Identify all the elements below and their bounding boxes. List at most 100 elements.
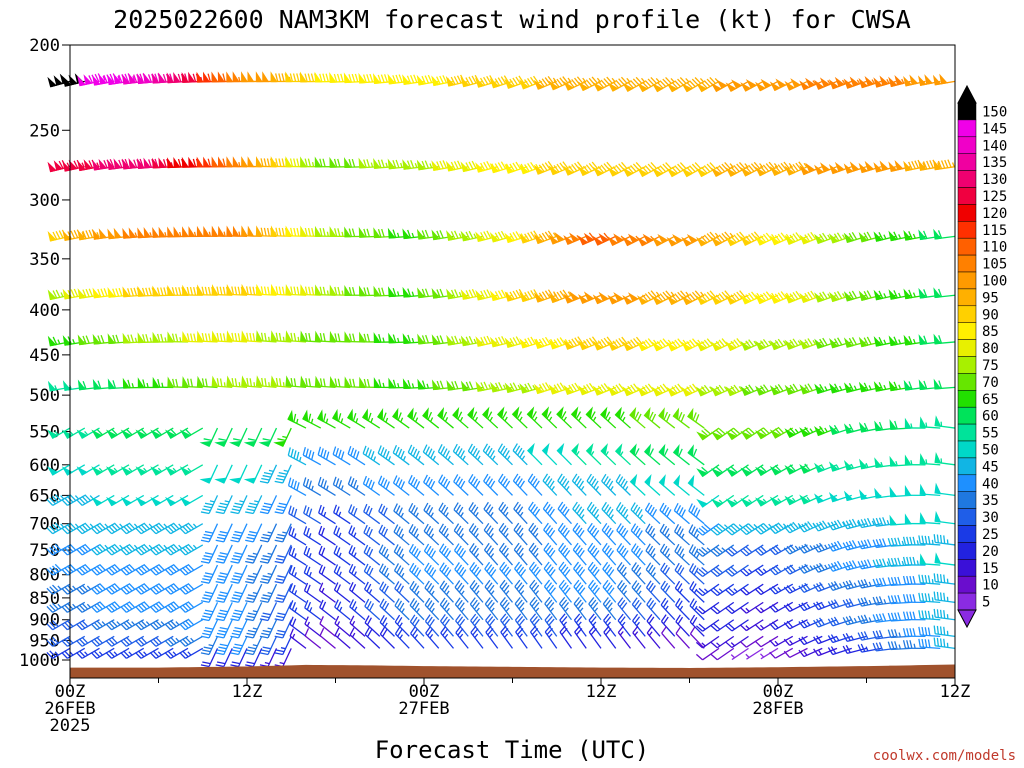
wind-barb xyxy=(919,453,941,466)
wind-barb xyxy=(631,562,646,585)
wind-barb xyxy=(230,648,248,668)
wind-barb xyxy=(394,626,410,649)
wind-barb xyxy=(348,563,366,585)
wind-barb xyxy=(230,495,248,515)
wind-barb xyxy=(348,581,366,603)
wind-barb xyxy=(888,335,911,347)
wind-barb xyxy=(563,336,587,350)
wind-barb xyxy=(121,73,147,85)
wind-barb xyxy=(437,444,454,466)
wind-barb xyxy=(475,381,498,392)
wind-barb xyxy=(872,577,897,588)
x-tick-label: 12Z xyxy=(940,682,971,702)
wind-barb xyxy=(769,426,794,439)
wind-barb xyxy=(659,543,676,566)
wind-barb xyxy=(873,289,897,301)
wind-barb xyxy=(614,406,631,429)
colorbar-label: 90 xyxy=(982,307,999,323)
wind-barb xyxy=(230,544,248,564)
wind-barb xyxy=(918,535,941,546)
wind-barb xyxy=(200,636,219,656)
colorbar-swatch xyxy=(957,457,977,476)
wind-barb xyxy=(617,613,632,637)
wind-barb xyxy=(857,559,882,570)
wind-barb xyxy=(515,625,528,649)
wind-barb xyxy=(230,583,248,603)
wind-barb xyxy=(529,596,543,621)
wind-barb xyxy=(632,613,646,637)
wind-barb xyxy=(592,232,617,246)
wind-barb xyxy=(572,522,587,546)
wind-barb xyxy=(519,382,543,394)
wind-barb xyxy=(438,474,454,496)
y-tick-label: 500 xyxy=(29,386,60,406)
wind-barb xyxy=(179,464,204,476)
terrain-polygon xyxy=(70,664,955,678)
wind-barb xyxy=(407,474,425,496)
wind-barb xyxy=(558,561,573,585)
wind-barb xyxy=(274,523,292,543)
colorbar-bottom-arrow xyxy=(957,609,977,629)
colorbar-label: 60 xyxy=(982,409,999,425)
wind-barb xyxy=(799,231,823,245)
wind-barb xyxy=(933,573,956,585)
wind-barb xyxy=(600,443,617,466)
wind-barb xyxy=(918,592,941,604)
wind-barb xyxy=(388,286,410,298)
colorbar-swatch xyxy=(957,271,977,290)
x-tick-label: 00Z xyxy=(763,682,794,702)
wind-barb xyxy=(402,159,425,170)
wind-barb xyxy=(933,637,956,650)
wind-barb xyxy=(695,231,720,247)
wind-barb xyxy=(470,625,484,649)
wind-barb xyxy=(784,464,808,475)
wind-barb xyxy=(229,427,248,448)
wind-barb xyxy=(602,597,617,621)
wind-barb xyxy=(215,544,233,564)
wind-barb xyxy=(304,616,322,637)
wind-barb xyxy=(828,291,852,303)
wind-barb xyxy=(710,601,735,615)
wind-barb xyxy=(674,562,690,585)
wind-barb xyxy=(543,522,558,546)
wind-barb xyxy=(303,564,322,585)
wind-barb xyxy=(578,382,602,396)
wind-barb xyxy=(585,406,602,429)
wind-barb xyxy=(740,231,764,246)
wind-barb xyxy=(438,523,454,546)
wind-barb xyxy=(425,626,440,649)
wind-barb xyxy=(902,611,926,621)
wind-barb xyxy=(230,602,248,622)
wind-barb xyxy=(572,542,587,566)
wind-barb xyxy=(528,542,543,566)
wind-barb xyxy=(783,647,808,659)
wind-barb xyxy=(842,560,867,571)
wind-barb xyxy=(179,618,204,631)
wind-barb xyxy=(674,523,690,546)
wind-barb xyxy=(617,625,632,649)
wind-barb xyxy=(829,383,852,394)
wind-barb xyxy=(615,473,631,496)
wind-barb xyxy=(571,442,587,466)
wind-barb xyxy=(557,473,572,496)
wind-barb xyxy=(696,427,720,441)
wind-barb xyxy=(215,523,233,543)
wind-barb xyxy=(504,75,528,89)
wind-barb xyxy=(318,525,336,546)
wind-barb xyxy=(631,580,646,603)
wind-barb xyxy=(784,161,808,176)
wind-barb xyxy=(423,474,440,496)
wind-barb xyxy=(739,564,764,577)
wind-barb xyxy=(557,501,572,525)
wind-barb xyxy=(585,443,602,466)
colorbar-swatch xyxy=(957,592,977,611)
wind-barb xyxy=(496,406,513,429)
wind-barb xyxy=(769,161,794,177)
wind-barb xyxy=(106,464,130,476)
wind-barb xyxy=(636,338,661,352)
wind-barb xyxy=(934,451,956,466)
wind-barb xyxy=(681,290,705,306)
colorbar-label: 45 xyxy=(982,459,999,475)
colorbar-swatch xyxy=(957,423,977,442)
